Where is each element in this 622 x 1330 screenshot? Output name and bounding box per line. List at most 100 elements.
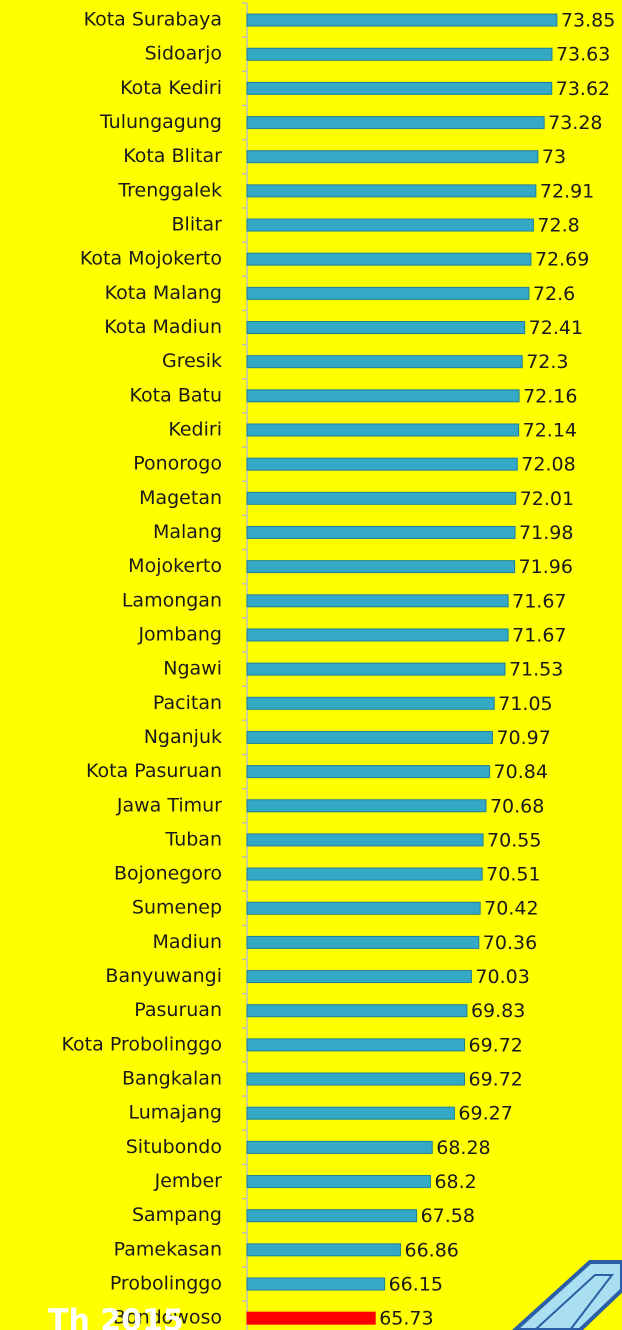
data-label: 70.68 — [490, 795, 544, 817]
bar — [246, 13, 558, 27]
data-label: 70.36 — [483, 932, 537, 954]
bar — [246, 901, 481, 915]
y-tick-label: Sampang — [132, 1204, 222, 1226]
bar — [246, 1140, 433, 1154]
data-label: 70.03 — [475, 966, 529, 988]
data-label: 72.14 — [523, 420, 577, 442]
bar — [246, 594, 509, 608]
y-tick-label: Pacitan — [153, 692, 222, 714]
y-tick-label: Kota Madiun — [104, 316, 222, 338]
bar — [246, 1277, 386, 1291]
data-label: 68.2 — [434, 1171, 476, 1193]
bar — [246, 116, 545, 130]
bar — [246, 525, 516, 539]
y-tick-label: Tuban — [164, 828, 222, 850]
y-tick-label: Jember — [154, 1170, 223, 1192]
data-label: 72.3 — [526, 351, 568, 373]
data-label: 73.28 — [548, 112, 602, 134]
y-tick-label: Trenggalek — [117, 179, 222, 201]
y-tick-label: Sidoarjo — [145, 43, 222, 65]
data-label: 73.62 — [556, 78, 610, 100]
data-label: 71.53 — [509, 659, 563, 681]
bar — [246, 150, 539, 164]
bar — [246, 491, 517, 505]
data-label: 66.15 — [389, 1274, 443, 1296]
data-label: 69.72 — [468, 1069, 522, 1091]
bar — [246, 560, 516, 574]
y-tick-label: Sumenep — [132, 897, 222, 919]
data-label: 70.97 — [496, 727, 550, 749]
y-tick-label: Kota Kediri — [120, 77, 222, 99]
data-label: 67.58 — [421, 1205, 475, 1227]
y-tick-label: Lumajang — [129, 1102, 222, 1124]
bar — [246, 628, 509, 642]
y-tick-label: Pasuruan — [134, 999, 222, 1021]
y-tick-label: Kota Probolinggo — [62, 1033, 222, 1055]
y-tick-label: Kota Malang — [105, 282, 222, 304]
data-label: 71.05 — [498, 693, 552, 715]
bar — [246, 355, 523, 369]
data-label: 73 — [542, 146, 566, 168]
data-label: 73.85 — [561, 10, 615, 32]
data-label: 71.67 — [512, 624, 566, 646]
bar — [246, 1311, 376, 1325]
data-label: 68.28 — [436, 1137, 490, 1159]
data-label: 65.73 — [379, 1308, 433, 1330]
y-tick-label: Gresik — [162, 350, 222, 372]
bar — [246, 662, 506, 676]
bar — [246, 1243, 401, 1257]
data-label: 70.42 — [484, 898, 538, 920]
bar — [246, 81, 553, 95]
bar — [246, 218, 534, 232]
bar — [246, 457, 518, 471]
y-tick-label: Kota Batu — [130, 384, 222, 406]
data-label: 71.67 — [512, 590, 566, 612]
data-label: 73.63 — [556, 44, 610, 66]
y-tick-label: Mojokerto — [128, 555, 222, 577]
corner-arrow — [512, 1260, 622, 1330]
y-tick-label: Malang — [153, 521, 222, 543]
bar — [246, 970, 472, 984]
data-label: 69.72 — [468, 1034, 522, 1056]
bar — [246, 833, 484, 847]
bar — [246, 47, 553, 61]
y-tick-label: Lamongan — [122, 589, 222, 611]
data-label: 71.96 — [519, 556, 573, 578]
y-tick-label: Jawa Timur — [116, 794, 222, 816]
bar — [246, 389, 520, 403]
data-label: 66.86 — [404, 1239, 458, 1261]
data-label: 72.6 — [533, 283, 575, 305]
y-tick-label: Madiun — [153, 931, 222, 953]
bar — [246, 1209, 418, 1223]
bar — [246, 1004, 468, 1018]
data-label: 69.83 — [471, 1000, 525, 1022]
y-tick-label: Kota Pasuruan — [86, 760, 222, 782]
bar — [246, 799, 487, 813]
y-tick-label: Pamekasan — [114, 1238, 222, 1260]
y-tick-label: Tulungagung — [99, 111, 222, 133]
bar — [246, 867, 483, 881]
y-tick-label: Kota Blitar — [123, 145, 222, 167]
y-tick-label: Bangkalan — [122, 1068, 222, 1090]
data-label: 70.51 — [486, 864, 540, 886]
y-tick-label: Banyuwangi — [105, 965, 222, 987]
bar — [246, 730, 493, 744]
bar — [246, 935, 480, 949]
bar — [246, 1038, 465, 1052]
data-label: 70.55 — [487, 829, 541, 851]
bar — [246, 423, 520, 437]
bar — [246, 1106, 455, 1120]
data-label: 72.69 — [535, 249, 589, 271]
data-label: 72.41 — [529, 317, 583, 339]
data-label: 70.84 — [494, 761, 548, 783]
bar — [246, 252, 532, 266]
y-tick-label: Kota Mojokerto — [80, 248, 222, 270]
bar — [246, 765, 491, 779]
bar — [246, 184, 537, 198]
data-label: 69.27 — [458, 1103, 512, 1125]
bar — [246, 321, 526, 335]
data-label: 72.16 — [523, 385, 577, 407]
y-tick-label: Jombang — [137, 623, 222, 645]
y-tick-label: Bondowoso — [113, 1307, 222, 1329]
